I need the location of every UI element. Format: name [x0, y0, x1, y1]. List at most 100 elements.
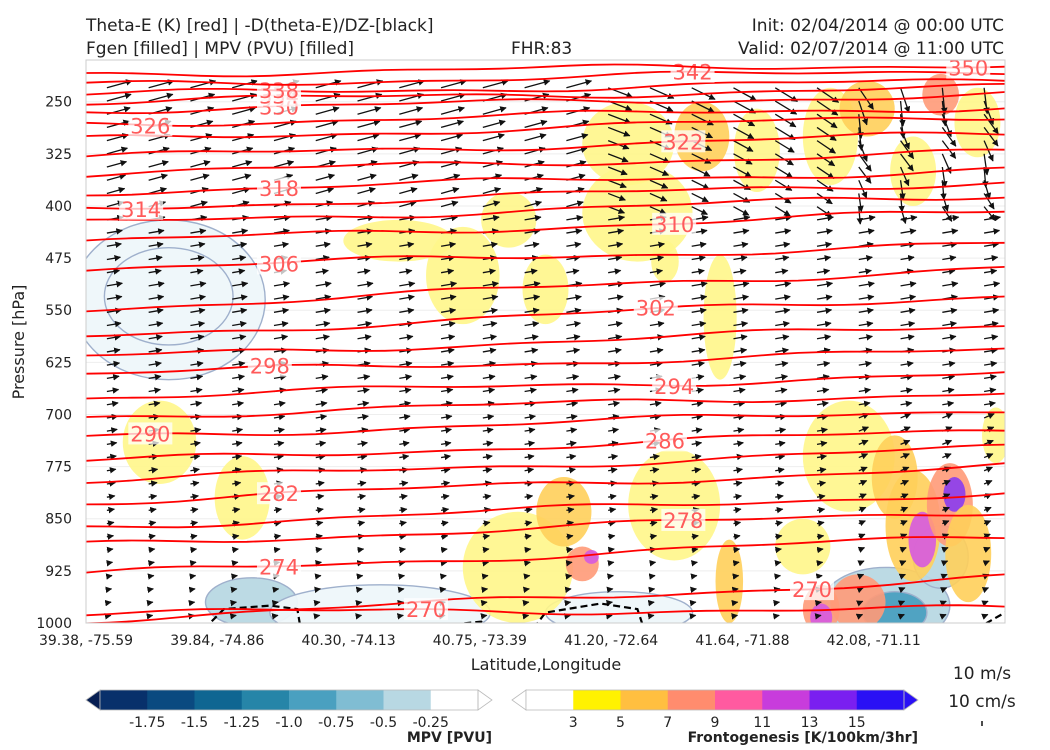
- theta-e-label: 314: [121, 198, 161, 222]
- theta-e-contour: [86, 241, 1005, 272]
- wind-vector: [148, 268, 162, 275]
- colorbar-frame: [525, 689, 905, 711]
- wind-vector: [315, 186, 335, 195]
- wind-vector: [608, 387, 621, 394]
- wind-vector: [357, 133, 380, 142]
- wind-vector: [440, 320, 456, 328]
- wind-vector: [106, 506, 115, 514]
- wind-vector: [900, 453, 910, 460]
- colorbar-swatch: [809, 690, 858, 710]
- colorbar-tick-label: -1.5: [181, 715, 208, 731]
- wind-vector: [691, 347, 706, 354]
- theta-e-contour: [86, 411, 1005, 437]
- wind-vector: [566, 146, 588, 155]
- colorbar-swatch: [856, 690, 905, 710]
- wind-vector: [106, 281, 123, 288]
- wind-vector: [440, 480, 451, 487]
- wind-vector: [733, 307, 749, 315]
- wind-vector: [524, 173, 544, 181]
- wind-vector: [814, 599, 822, 607]
- wind-vector: [273, 320, 289, 328]
- wind-vector: [900, 426, 911, 433]
- wind-vector: [856, 587, 864, 594]
- frontogenesis-region: [426, 226, 500, 325]
- wind-vector: [858, 387, 872, 394]
- wind-vector: [649, 533, 658, 540]
- theta-e-label: 274: [259, 556, 299, 580]
- wind-vector: [315, 320, 331, 328]
- wind-vector: [482, 106, 507, 115]
- theta-e-label-bg: [652, 374, 697, 397]
- wind-vector: [983, 113, 999, 135]
- wind-vector: [524, 228, 541, 235]
- wind-vector: [148, 533, 156, 540]
- wind-vector: [900, 400, 913, 408]
- wind-vector: [814, 613, 822, 620]
- wind-vector: [232, 281, 249, 288]
- wind-vector: [689, 613, 697, 620]
- colorbar-tick-label: 9: [711, 715, 720, 731]
- wind-vector: [482, 347, 497, 354]
- wind-vector: [608, 268, 622, 275]
- wind-vector: [357, 480, 367, 487]
- colorbar-swatch: [241, 690, 290, 710]
- wind-vector: [689, 599, 697, 607]
- y-axis-ticks: 250 325 400 475 550 625 700 775 850 925 1000: [36, 95, 72, 632]
- wind-vector: [983, 479, 993, 486]
- wind-vector: [900, 334, 915, 341]
- theta-e-contour: [86, 91, 1005, 115]
- wind-vector: [774, 179, 793, 191]
- wind-vector: [775, 520, 783, 527]
- frontogenesis-region: [982, 407, 1005, 464]
- wind-vector: [565, 560, 573, 567]
- wind-vector: [608, 467, 618, 474]
- wind-vector: [775, 453, 786, 461]
- wind-vector: [649, 179, 669, 189]
- wind-vector: [146, 586, 154, 594]
- y-tick-label: 475: [45, 251, 72, 267]
- wind-vector: [607, 192, 626, 202]
- wind-vector: [482, 119, 506, 129]
- wind-vector: [942, 320, 957, 328]
- wind-vector: [566, 467, 576, 474]
- wind-vector: [480, 599, 488, 607]
- wind-vector: [232, 173, 252, 181]
- wind-vector: [273, 307, 290, 315]
- colorbar-swatch: [667, 690, 716, 710]
- wind-vector: [357, 106, 382, 115]
- wind-vector: [148, 228, 165, 235]
- x-tick-label: 39.38, -75.59: [39, 633, 133, 649]
- wind-vector: [816, 140, 836, 154]
- wind-vector: [608, 506, 617, 514]
- theta-e-label-bg: [790, 578, 835, 601]
- theta-e-contour: [86, 604, 1005, 617]
- wind-vector: [273, 546, 281, 554]
- wind-vector: [399, 241, 415, 248]
- wind-vector: [816, 206, 833, 217]
- wind-vector: [148, 520, 157, 527]
- wind-vector: [942, 387, 955, 394]
- wind-vector: [942, 241, 958, 248]
- wind-vector: [897, 613, 905, 620]
- wind-vector: [731, 599, 739, 607]
- wind-vector: [357, 268, 371, 275]
- wind-vector: [858, 294, 875, 301]
- wind-vector: [524, 347, 539, 354]
- theta-e-label-bg: [256, 177, 301, 200]
- wind-vector: [691, 453, 702, 461]
- wind-vector: [232, 320, 247, 328]
- wind-vector: [984, 228, 1001, 235]
- wind-vector: [190, 360, 204, 368]
- wind-vector: [271, 599, 279, 607]
- wind-vector: [106, 334, 122, 341]
- theta-e-contour: [86, 573, 1005, 623]
- wind-vector: [524, 427, 536, 434]
- frontogenesis-region: [651, 240, 679, 283]
- colorbar-tick-label: -1.25: [224, 715, 260, 731]
- theta-e-contour: [86, 536, 1005, 574]
- wind-vector: [148, 92, 174, 102]
- wind-vector: [941, 87, 948, 115]
- frontogenesis-region: [536, 477, 592, 547]
- wind-vector: [440, 133, 464, 142]
- wind-vector: [482, 133, 505, 142]
